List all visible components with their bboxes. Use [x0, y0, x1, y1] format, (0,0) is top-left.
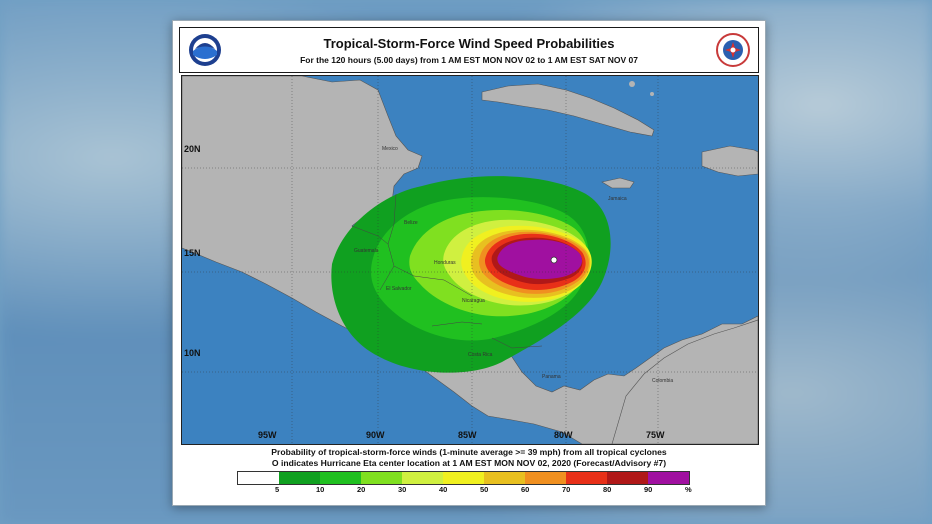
legend-label: 80 [603, 485, 612, 494]
legend-swatch [443, 472, 484, 484]
forecast-graphic: Tropical-Storm-Force Wind Speed Probabil… [172, 20, 766, 506]
country-borders [351, 193, 543, 349]
legend-label: 10 [316, 485, 325, 494]
legend-swatch [402, 472, 443, 484]
footer-description: Probability of tropical-storm-force wind… [271, 447, 667, 457]
legend-swatch [566, 472, 607, 484]
bahamas-island [650, 92, 654, 96]
footer-storm-note: O indicates Hurricane Eta center locatio… [271, 458, 667, 468]
legend-swatch [279, 472, 320, 484]
map-title: Tropical-Storm-Force Wind Speed Probabil… [323, 36, 615, 51]
lat-lon-gridlines [182, 76, 758, 444]
legend-label: 20 [357, 485, 366, 494]
noaa-logo-icon [189, 34, 221, 66]
place-label: Nicaragua [462, 298, 485, 304]
cuba-land [481, 83, 655, 137]
legend-label: % [685, 485, 692, 494]
lon-label-85w: 85W [458, 430, 477, 440]
legend-swatch [607, 472, 648, 484]
lon-label-80w: 80W [554, 430, 573, 440]
lat-label-20n: 20N [184, 144, 201, 154]
map-subtitle: For the 120 hours (5.00 days) from 1 AM … [300, 55, 638, 65]
south-america-land [611, 319, 758, 444]
graphic-footer: Probability of tropical-storm-force wind… [181, 445, 757, 499]
place-label: Honduras [434, 260, 456, 266]
lon-label-90w: 90W [366, 430, 385, 440]
legend-label: 40 [439, 485, 448, 494]
legend-swatch [525, 472, 566, 484]
graphic-header: Tropical-Storm-Force Wind Speed Probabil… [179, 27, 759, 73]
storm-center-marker [550, 256, 558, 264]
legend-swatch [361, 472, 402, 484]
place-label: Belize [404, 220, 418, 226]
legend-label: 50 [480, 485, 489, 494]
color-legend [237, 471, 690, 485]
place-label: El Salvador [386, 286, 412, 292]
legend-swatch [238, 472, 279, 484]
legend-swatch [320, 472, 361, 484]
place-label: Panama [542, 374, 561, 380]
legend-swatch [484, 472, 525, 484]
legend-label: 5 [275, 485, 280, 494]
probability-contours [331, 176, 611, 373]
contour-max [497, 239, 583, 279]
probability-map: Mexico Belize Guatemala Honduras El Salv… [181, 75, 759, 445]
lat-label-15n: 15N [184, 248, 201, 258]
place-label: Costa Rica [468, 352, 493, 358]
lon-label-95w: 95W [258, 430, 277, 440]
legend-label: 90 [644, 485, 653, 494]
bahamas-island [629, 81, 635, 87]
place-label: Mexico [382, 146, 398, 152]
legend-swatch [648, 472, 689, 484]
place-label: Colombia [652, 378, 673, 384]
lat-label-10n: 10N [184, 348, 201, 358]
jamaica-land [601, 177, 635, 189]
legend-labels: 5 10 20 30 40 50 60 70 80 90% [237, 485, 737, 497]
nws-logo-icon [716, 33, 750, 67]
legend-label: 60 [521, 485, 530, 494]
place-label: Jamaica [608, 196, 627, 202]
legend-label: 30 [398, 485, 407, 494]
legend-label: 70 [562, 485, 571, 494]
place-label: Guatemala [354, 248, 379, 254]
lon-label-75w: 75W [646, 430, 665, 440]
